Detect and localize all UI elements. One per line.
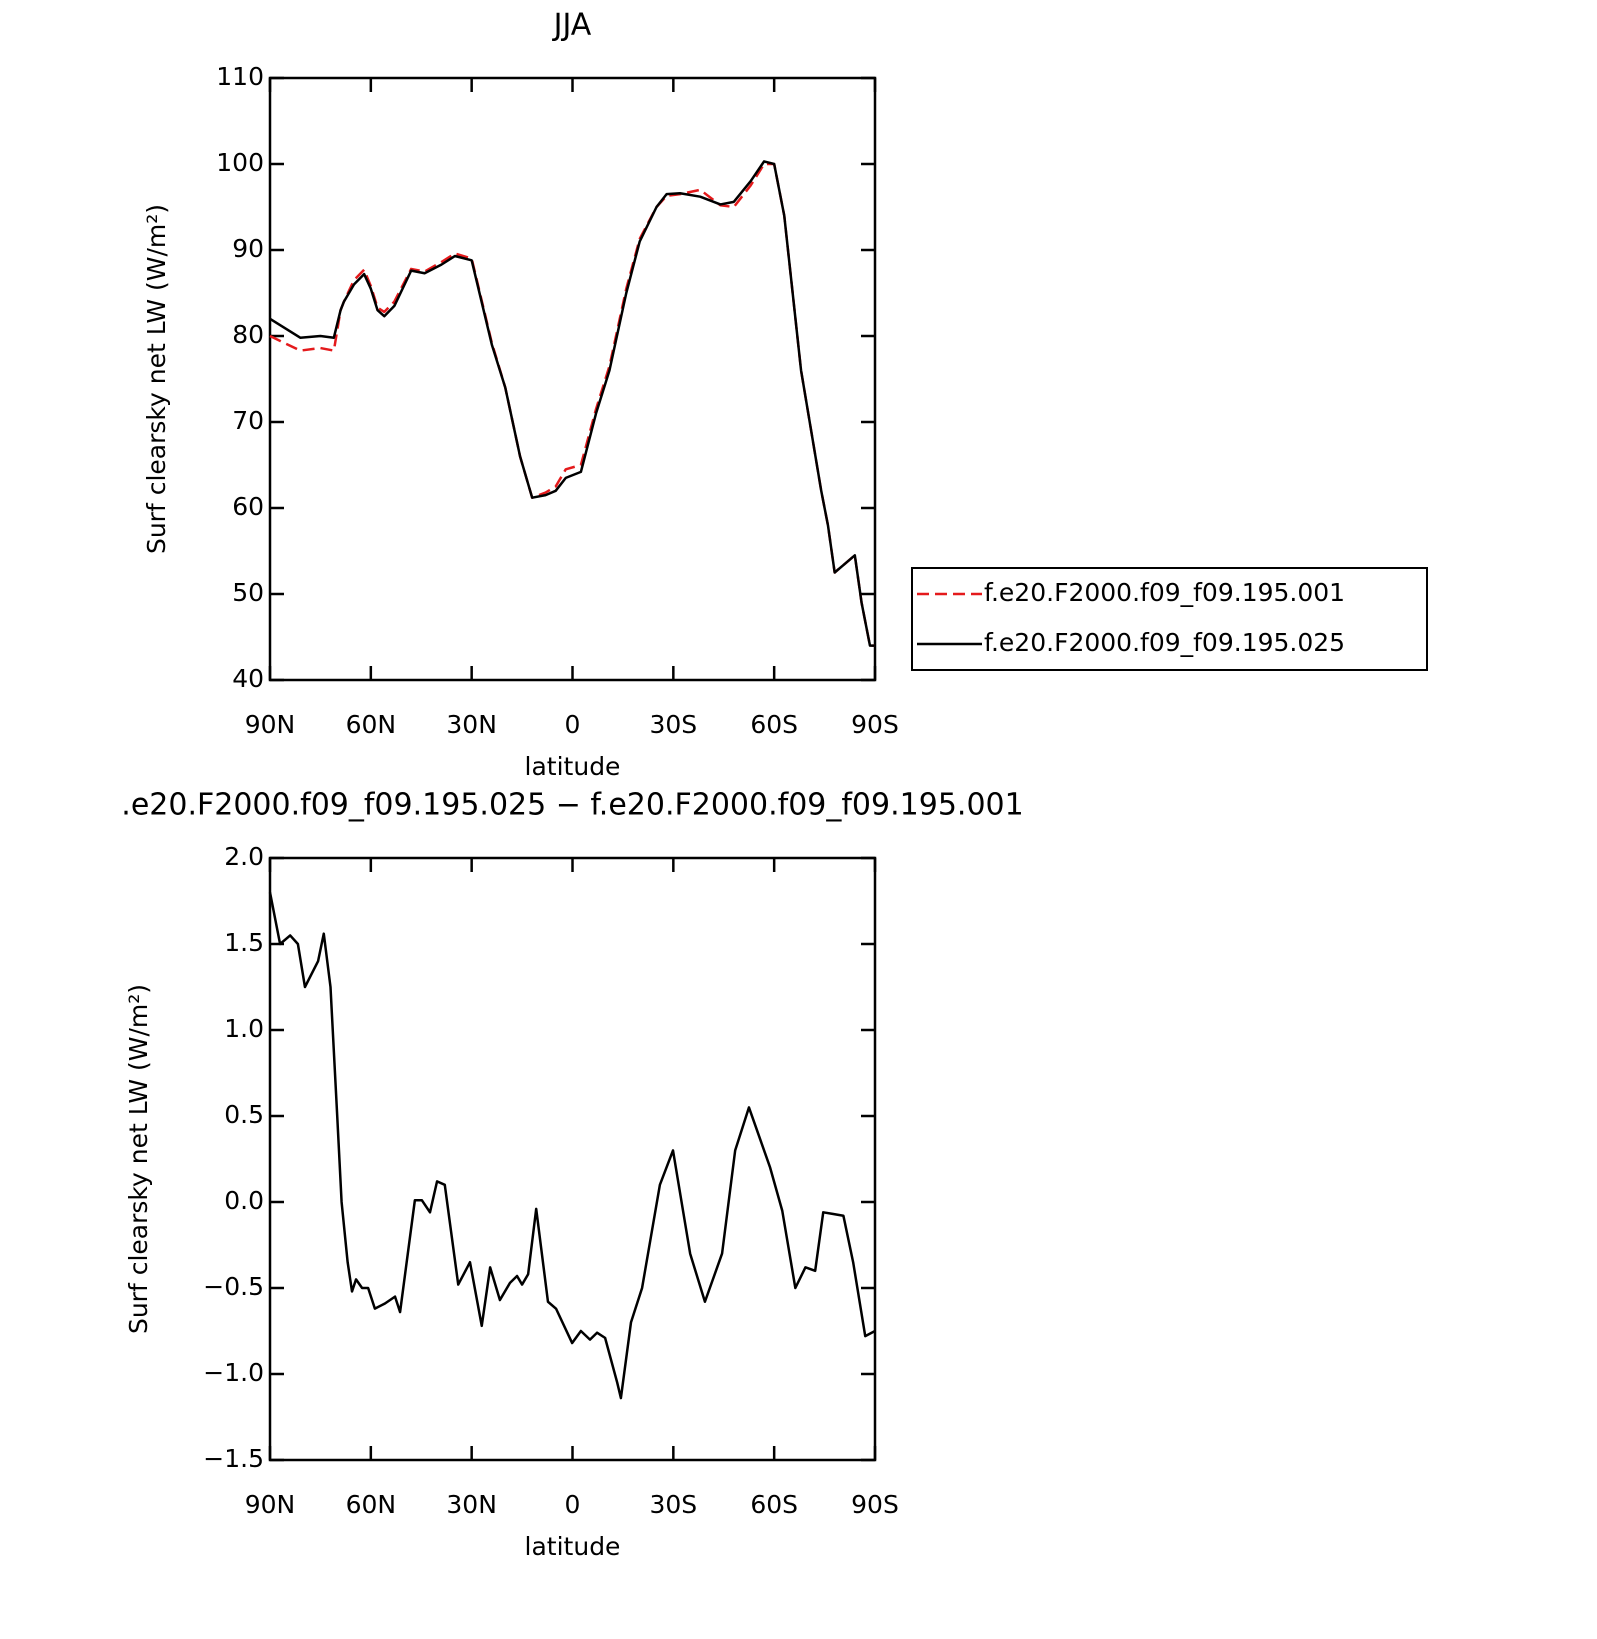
y-tick-label: 80 (232, 320, 264, 349)
x-tick-label: 30S (649, 710, 697, 739)
legend-box (911, 567, 1428, 671)
x-axis-label: latitude (525, 1532, 621, 1561)
y-tick-label: −0.5 (203, 1272, 264, 1301)
chart-title: JJA (552, 8, 592, 43)
x-tick-label: 30N (446, 710, 497, 739)
y-tick-label: 1.5 (224, 928, 264, 957)
y-tick-label: 100 (216, 148, 264, 177)
x-tick-label: 60S (750, 1490, 798, 1519)
x-tick-label: 90N (245, 710, 296, 739)
y-tick-label: 70 (232, 406, 264, 435)
x-tick-label: 30S (649, 1490, 697, 1519)
y-axis-label: Surf clearsky net LW (W/m²) (124, 984, 153, 1334)
y-tick-label: 40 (232, 664, 264, 693)
legend-label: f.e20.F2000.f09_f09.195.025 (984, 628, 1345, 657)
x-tick-label: 30N (446, 1490, 497, 1519)
x-tick-label: 0 (565, 710, 581, 739)
x-axis-label: latitude (525, 752, 621, 781)
y-tick-label: 110 (216, 62, 264, 91)
y-tick-label: 90 (232, 234, 264, 263)
x-tick-label: 60N (346, 710, 397, 739)
x-tick-label: 60N (346, 1490, 397, 1519)
y-axis-label: Surf clearsky net LW (W/m²) (142, 204, 171, 554)
x-tick-label: 60S (750, 710, 798, 739)
y-tick-label: 0.5 (224, 1100, 264, 1129)
data-line (269, 162, 875, 647)
y-tick-label: 0.0 (224, 1186, 264, 1215)
x-tick-label: 90S (851, 710, 899, 739)
data-line (268, 892, 876, 1400)
y-tick-label: 2.0 (224, 842, 264, 871)
y-tick-label: 1.0 (224, 1014, 264, 1043)
data-line (269, 160, 875, 647)
y-tick-label: 50 (232, 578, 264, 607)
y-tick-label: −1.5 (203, 1444, 264, 1473)
legend-label: f.e20.F2000.f09_f09.195.001 (984, 578, 1345, 607)
chart-title: .e20.F2000.f09_f09.195.025 − f.e20.F2000… (121, 788, 1023, 823)
x-tick-label: 90N (245, 1490, 296, 1519)
y-tick-label: −1.0 (203, 1358, 264, 1387)
plot-frame (268, 856, 877, 1462)
x-tick-label: 90S (851, 1490, 899, 1519)
plot-frame (268, 76, 877, 682)
y-tick-label: 60 (232, 492, 264, 521)
x-tick-label: 0 (565, 1490, 581, 1519)
